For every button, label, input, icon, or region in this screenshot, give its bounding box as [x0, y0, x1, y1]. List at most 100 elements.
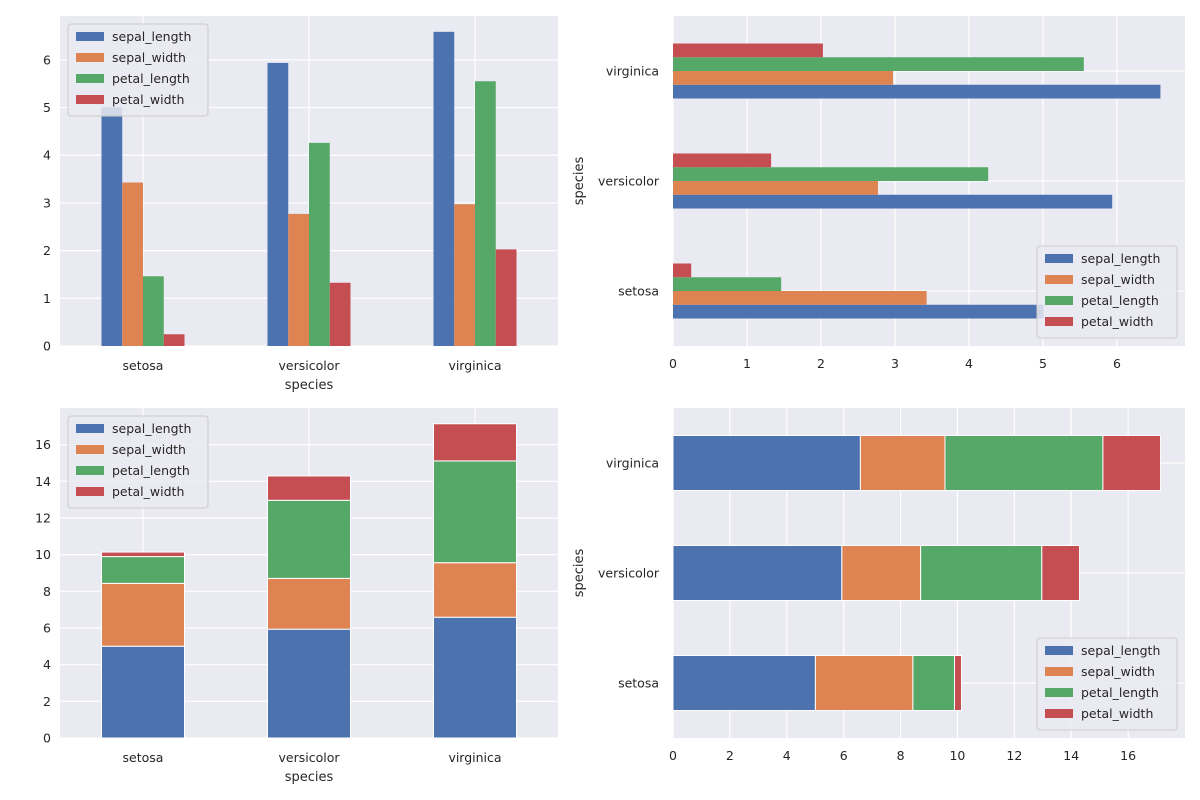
legend: sepal_length sepal_width petal_lengthpetal…: [67, 23, 209, 117]
legend-label: sepal_length: [112, 29, 191, 44]
bar-petal-width: [433, 423, 517, 462]
bar-sepal-width: [814, 655, 914, 711]
legend-box: [1036, 637, 1178, 731]
bar-sepal-width: [101, 582, 185, 647]
value-tick-label: 5: [43, 100, 51, 115]
value-tick-label: 10: [949, 748, 965, 763]
bar-petal-width: [1102, 435, 1162, 491]
legend-swatch-sepal-length: [76, 32, 104, 41]
bar-sepal-length: [673, 304, 1044, 319]
bar-petal-length: [673, 277, 782, 291]
bar-sepal-width: [673, 291, 927, 305]
bar-petal-width: [267, 475, 351, 501]
legend-swatch-petal-length: [76, 74, 104, 83]
legend-swatch-sepal-length: [1045, 254, 1073, 263]
bar-petal-width: [1041, 545, 1081, 601]
value-tick-label: 1: [743, 356, 751, 371]
category-tick-label: setosa: [618, 676, 659, 691]
legend: sepal_length sepal_width petal_lengthpetal…: [1036, 637, 1178, 731]
bar-petal-width: [673, 43, 823, 58]
legend-box: [1036, 245, 1178, 339]
value-tick-label: 2: [726, 748, 734, 763]
value-tick-label: 2: [43, 243, 51, 258]
bar-sepal-width: [454, 204, 475, 346]
legend-label: petal_length: [112, 71, 190, 86]
value-tick-label: 16: [1120, 748, 1136, 763]
legend-label: petal_length: [1081, 293, 1159, 308]
category-tick-label: setosa: [123, 750, 164, 765]
category-tick-label: virginica: [448, 750, 501, 765]
value-tick-label: 6: [1113, 356, 1121, 371]
value-tick-label: 3: [43, 195, 51, 210]
value-tick-label: 12: [1006, 748, 1022, 763]
bar-petal-width: [163, 334, 185, 346]
value-tick-label: 4: [43, 657, 51, 672]
bar-petal-width: [329, 282, 351, 346]
category-tick-label: setosa: [618, 284, 659, 299]
bar-petal-width: [673, 153, 772, 168]
category-tick-label: versicolor: [598, 174, 660, 189]
bar-petal-length: [912, 655, 955, 711]
stacked-vertical-bar-chart: 0 2 4 6 8 10 12 14 16 setosa versicolor virginica sp…: [35, 408, 558, 785]
category-tick-label: versicolor: [279, 750, 341, 765]
bar-petal-length: [433, 460, 517, 564]
bar-sepal-length: [101, 107, 123, 346]
legend-label: sepal_width: [112, 50, 186, 65]
legend-label: petal_width: [1081, 314, 1153, 329]
legend-swatch-petal-length: [1045, 688, 1073, 697]
value-tick-label: 4: [965, 356, 973, 371]
category-tick-label: virginica: [448, 358, 501, 373]
bar-petal-length: [944, 435, 1104, 491]
legend-swatch-petal-width: [76, 487, 104, 496]
bar-petal-width: [495, 249, 517, 346]
category-tick-label: versicolor: [598, 566, 660, 581]
bar-sepal-length: [672, 435, 861, 491]
legend-box: [67, 415, 209, 509]
value-tick-label: 6: [840, 748, 848, 763]
grouped-vertical-bar-chart: 0 1 2 3 4 5 6 setosa versicolor virginica species s…: [43, 16, 558, 393]
bar-sepal-length: [672, 545, 843, 601]
legend-label: petal_width: [112, 484, 184, 499]
legend-box: [67, 23, 209, 117]
value-tick-label: 6: [43, 621, 51, 636]
bar-sepal-length: [433, 31, 455, 347]
value-tick-label: 5: [1039, 356, 1047, 371]
bar-sepal-width: [841, 545, 922, 601]
value-tick-label: 0: [669, 356, 677, 371]
legend-label: petal_length: [112, 463, 190, 478]
legend-label: sepal_width: [1081, 272, 1155, 287]
bar-petal-length: [920, 545, 1043, 601]
bar-petal-width: [101, 551, 185, 558]
bar-petal-length: [267, 499, 351, 579]
value-tick-label: 8: [897, 748, 905, 763]
legend: sepal_length sepal_width petal_lengthpetal…: [67, 415, 209, 509]
bar-petal-width: [953, 655, 962, 711]
legend-label: sepal_width: [112, 442, 186, 457]
legend: sepal_length sepal_width petal_lengthpetal…: [1036, 245, 1178, 339]
legend-label: petal_width: [112, 92, 184, 107]
value-tick-label: 2: [43, 694, 51, 709]
legend-swatch-sepal-width: [76, 53, 104, 62]
value-tick-label: 10: [35, 547, 51, 562]
value-tick-label: 0: [43, 731, 51, 746]
bar-sepal-width: [267, 577, 351, 630]
value-tick-label: 1: [43, 291, 51, 306]
bar-sepal-width: [673, 71, 894, 85]
value-tick-label: 2: [817, 356, 825, 371]
bar-petal-length: [143, 276, 164, 346]
bar-sepal-length: [433, 616, 517, 739]
value-tick-label: 0: [43, 339, 51, 354]
value-tick-label: 6: [43, 52, 51, 67]
bar-sepal-length: [672, 655, 816, 711]
legend-label: petal_length: [1081, 685, 1159, 700]
bar-petal-length: [673, 167, 989, 181]
bar-sepal-width: [122, 182, 143, 346]
bar-sepal-width: [859, 435, 946, 491]
bar-sepal-length: [101, 645, 185, 739]
category-tick-label: virginica: [606, 456, 659, 471]
value-tick-label: 14: [1063, 748, 1079, 763]
bar-petal-length: [475, 81, 496, 346]
bar-petal-length: [673, 57, 1084, 71]
value-tick-label: 4: [783, 748, 791, 763]
category-tick-label: virginica: [606, 64, 659, 79]
